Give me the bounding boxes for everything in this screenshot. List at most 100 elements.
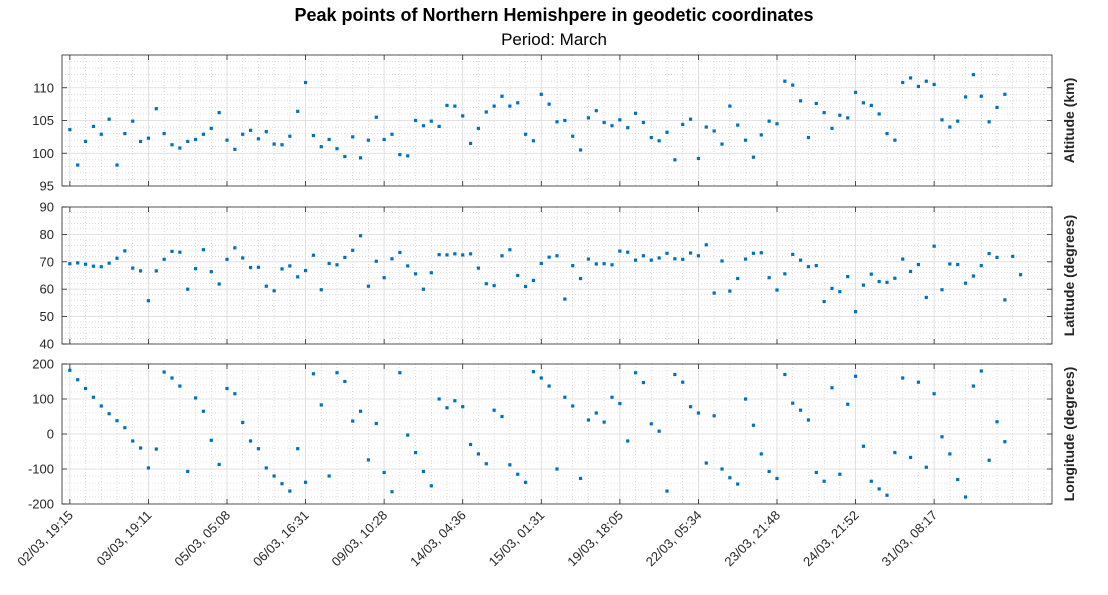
data-point — [893, 276, 897, 280]
data-point — [138, 139, 143, 144]
data-point — [641, 120, 646, 125]
data-point — [99, 265, 103, 269]
data-point — [814, 101, 818, 106]
data-point — [720, 467, 724, 471]
data-point — [720, 259, 724, 263]
data-point — [673, 372, 677, 377]
data-point — [209, 270, 213, 274]
data-point — [751, 251, 756, 255]
data-point — [288, 489, 292, 493]
x-tick-label: 05/03, 05:08 — [171, 508, 233, 570]
data-point — [351, 248, 355, 252]
data-point — [838, 290, 842, 294]
data-point — [1003, 298, 1007, 302]
data-point — [688, 405, 693, 409]
data-point — [288, 134, 292, 138]
data-point — [162, 370, 166, 374]
data-point — [335, 263, 339, 267]
data-point — [296, 447, 300, 451]
data-point — [217, 462, 221, 467]
data-point — [468, 252, 473, 256]
data-point — [178, 250, 182, 254]
x-tick-label: 23/03, 21:48 — [721, 508, 783, 570]
data-point — [508, 104, 512, 108]
data-point — [280, 267, 284, 271]
data-point — [633, 258, 638, 262]
data-point — [531, 139, 536, 143]
data-point — [594, 262, 598, 266]
data-point — [571, 264, 575, 268]
data-point — [68, 368, 72, 372]
data-point — [233, 246, 237, 250]
data-point — [908, 455, 913, 460]
data-point — [767, 276, 771, 280]
x-tick-label: 02/03, 19:15 — [14, 508, 76, 570]
data-point — [476, 126, 481, 130]
data-point — [681, 257, 685, 261]
data-point — [453, 399, 457, 403]
data-point — [76, 378, 80, 382]
data-point — [390, 132, 394, 136]
data-point — [932, 82, 936, 87]
y-tick-label: 90 — [40, 200, 54, 215]
data-point — [759, 251, 763, 255]
data-point — [91, 264, 96, 268]
data-point — [508, 248, 512, 252]
data-point — [901, 376, 905, 380]
data-point — [154, 447, 158, 451]
data-point — [162, 132, 166, 136]
data-point — [736, 482, 740, 486]
data-point — [138, 446, 143, 450]
data-point — [209, 126, 213, 130]
data-point — [170, 376, 174, 380]
data-point — [602, 262, 606, 266]
data-point — [107, 412, 111, 416]
data-point — [759, 452, 763, 456]
x-tick-label: 19/03, 18:05 — [564, 508, 626, 570]
data-point — [704, 125, 708, 129]
data-point — [225, 257, 229, 261]
data-point — [877, 112, 881, 116]
data-point — [641, 380, 646, 385]
data-point — [256, 447, 261, 451]
data-point — [382, 470, 386, 475]
panel-background — [62, 207, 1052, 344]
data-point — [759, 133, 763, 137]
data-point — [743, 138, 748, 142]
data-point — [822, 479, 826, 483]
data-point — [571, 134, 575, 138]
data-point — [115, 419, 119, 423]
data-point — [696, 411, 701, 415]
data-point — [421, 287, 426, 291]
data-point — [83, 139, 88, 144]
data-point — [523, 284, 528, 289]
data-point — [673, 257, 677, 261]
data-point — [461, 405, 465, 409]
data-point — [767, 119, 771, 123]
data-point — [555, 467, 559, 471]
data-point — [178, 384, 182, 388]
data-point — [186, 469, 190, 474]
data-point — [641, 254, 646, 258]
data-point — [225, 138, 229, 142]
data-point — [657, 256, 661, 260]
data-point — [995, 105, 999, 109]
data-point — [343, 154, 347, 159]
data-point — [610, 395, 614, 399]
y-axis-label: Longitude (degrees) — [1061, 367, 1077, 502]
data-point — [649, 258, 653, 262]
data-point — [484, 110, 488, 114]
data-point — [516, 101, 520, 105]
data-point — [720, 142, 724, 146]
data-point — [956, 119, 960, 123]
data-point — [193, 267, 198, 271]
data-point — [272, 289, 276, 293]
data-point — [979, 94, 983, 98]
data-point — [743, 397, 748, 401]
data-point — [201, 248, 206, 252]
data-point — [303, 480, 308, 484]
data-point — [987, 120, 991, 124]
data-point — [366, 284, 371, 288]
data-point — [468, 141, 473, 146]
data-point — [665, 489, 669, 493]
